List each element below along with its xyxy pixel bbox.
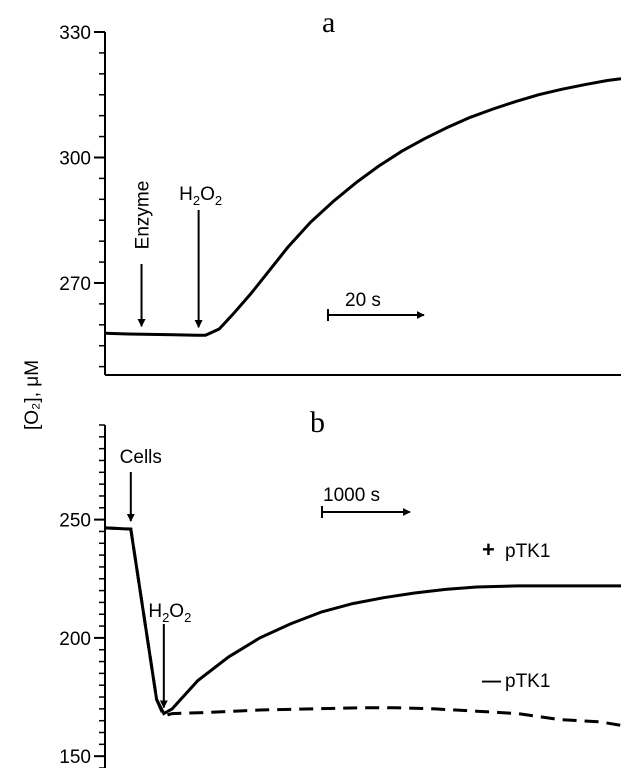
panel-a-ticks [94, 31, 105, 368]
annotation-cells: Cells [120, 447, 162, 468]
scale-bar-label-b: 1000 s [323, 485, 380, 506]
y-tick-label: 250 [59, 511, 91, 532]
h2o2-b-sub1: 2 [162, 610, 169, 625]
h2o2-a-sub2: 2 [215, 193, 222, 208]
y-axis-label: [O₂], μM [22, 360, 43, 430]
h2o2-b-h: H [148, 601, 162, 622]
y-tick-label: 200 [59, 629, 91, 650]
annotation-h2o2-a: H2O2 [179, 184, 222, 208]
panel-letter-a: a [322, 6, 335, 39]
panel-a-tick-labels: 270 300 330 [59, 23, 91, 295]
legend-plus-name: pTK1 [505, 541, 550, 562]
y-tick-label: 330 [59, 23, 91, 44]
series-plus-ptk1-line [104, 526, 621, 716]
legend-plus-sign: + [482, 537, 495, 562]
annotation-h2o2-b: H2O2 [148, 601, 191, 625]
y-tick-label: 300 [59, 148, 91, 169]
h2o2-b-sub2: 2 [184, 610, 191, 625]
h2o2-a-sub1: 2 [193, 193, 200, 208]
h2o2-b-o: O [169, 601, 184, 622]
panel-a-series-line [104, 77, 621, 337]
panel-b-ticks [94, 424, 105, 768]
scale-bar-label-a: 20 s [345, 290, 381, 311]
y-tick-label: 270 [59, 274, 91, 295]
y-tick-label: 150 [59, 747, 91, 768]
panel-b-tick-labels: 150 200 250 [59, 511, 91, 768]
legend-minus-sign: — [482, 671, 501, 692]
legend-minus-name: pTK1 [505, 671, 550, 692]
h2o2-a-h: H [179, 184, 193, 205]
annotation-enzyme: Enzyme [133, 181, 154, 250]
panel-letter-b: b [310, 406, 325, 439]
h2o2-a-o: O [200, 184, 215, 205]
